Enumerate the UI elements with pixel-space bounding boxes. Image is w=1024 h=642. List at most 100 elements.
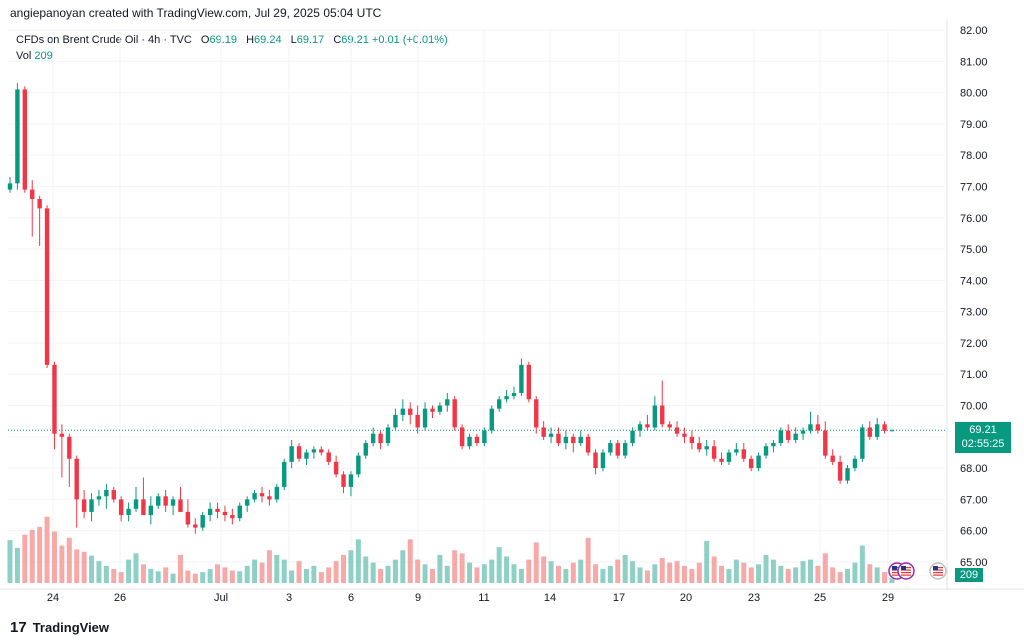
candle-body [763, 446, 769, 456]
symbol-name[interactable]: CFDs on Brent Crude Oil · 4h · TVC [16, 34, 192, 46]
candle-body [563, 436, 569, 444]
candle-body [437, 405, 443, 412]
y-tick-label: 65.00 [960, 557, 988, 569]
volume-bar [155, 571, 161, 583]
open-value: 69.19 [209, 34, 238, 46]
candle-body [467, 436, 472, 447]
x-tick-label: Jul [214, 592, 228, 604]
candle-body [808, 424, 813, 431]
volume-bar [289, 570, 295, 583]
volume-bar [800, 561, 806, 583]
volume-bar [756, 564, 762, 583]
volume-bar [192, 573, 198, 583]
candle-body [689, 436, 695, 444]
volume-bar [733, 559, 739, 583]
candle-body [889, 430, 895, 432]
volume-bar [652, 564, 658, 583]
candle-body [7, 183, 13, 190]
volume-bar [163, 567, 169, 583]
attribution-text: angiepanoyan created with TradingView.co… [10, 6, 382, 20]
volume-bar [578, 559, 584, 583]
volume-bar [748, 567, 754, 583]
us-event-flag-icon[interactable] [897, 562, 915, 580]
candle-body [22, 89, 28, 190]
volume-bar [185, 570, 191, 583]
volume-bar [615, 559, 621, 583]
candle-body [415, 414, 420, 428]
volume-bar [644, 570, 650, 583]
volume-bar [444, 565, 450, 583]
volume-bar [133, 553, 139, 583]
volume-bar [274, 554, 280, 583]
candle-body [867, 427, 872, 437]
candle-body [778, 430, 784, 444]
candle-body [237, 505, 242, 519]
volume-bar [252, 559, 258, 583]
candle-body [370, 433, 376, 444]
volume-bar [852, 562, 858, 583]
y-tick-label: 79.00 [960, 119, 988, 131]
candle-body [548, 433, 554, 437]
x-tick-label: 9 [415, 592, 421, 604]
volume-bar [140, 564, 146, 583]
candle-body [608, 443, 613, 453]
candle-body [259, 493, 265, 497]
close-label: C [333, 34, 342, 46]
volume-bar [874, 567, 880, 583]
volume-bar [607, 565, 613, 583]
candle-body [593, 452, 598, 469]
volume-bar [259, 562, 265, 583]
close-value: 69.21 [341, 34, 369, 46]
volume-bar [689, 568, 695, 583]
volume-bar [81, 551, 87, 583]
us-event-flag-icon[interactable] [929, 562, 947, 580]
candle-body [215, 508, 220, 512]
volume-bar [207, 568, 213, 583]
candle-body [244, 499, 250, 506]
volume-value: 209 [34, 50, 53, 62]
candle-body [363, 443, 368, 456]
candle-body [52, 364, 57, 434]
volume-bar [570, 562, 576, 583]
candle-body [408, 408, 413, 415]
volume-bar [118, 572, 124, 583]
volume-bar [763, 554, 769, 583]
candle-body [207, 508, 213, 516]
volume-bar [44, 516, 50, 583]
volume-bar [474, 567, 480, 583]
candle-body [341, 474, 346, 487]
candle-body [193, 524, 198, 528]
volume-bar [815, 565, 821, 583]
volume-bar [555, 565, 561, 583]
volume-bar [311, 565, 317, 583]
volume-bar [837, 572, 843, 583]
volume-bar [407, 539, 413, 583]
volume-bar [355, 539, 361, 583]
candle-body [571, 436, 576, 444]
candle-body [319, 449, 324, 453]
volume-bar [215, 564, 221, 583]
candle-body [185, 511, 191, 525]
candle-body [474, 436, 480, 444]
volume-bar [719, 565, 725, 583]
volume-bar [659, 558, 665, 583]
volume-bar [37, 526, 43, 583]
candle-body [148, 505, 154, 516]
candle-body [682, 433, 687, 437]
footer-brand[interactable]: 17 TradingView [10, 619, 109, 636]
candle-body [860, 427, 865, 459]
volume-bar [726, 568, 732, 583]
candle-body [830, 455, 835, 462]
x-tick-label: 23 [748, 592, 760, 604]
volume-bar [177, 554, 183, 583]
candle-body [326, 452, 331, 462]
volume-bar [363, 556, 369, 583]
candle-body [15, 89, 20, 184]
candle-body [459, 427, 465, 447]
y-tick-label: 70.00 [960, 401, 988, 413]
x-tick-label: 24 [47, 592, 59, 604]
x-tick-label: 26 [114, 592, 126, 604]
tradingview-logo-icon: 17 [10, 619, 27, 636]
high-label: H [246, 34, 255, 46]
